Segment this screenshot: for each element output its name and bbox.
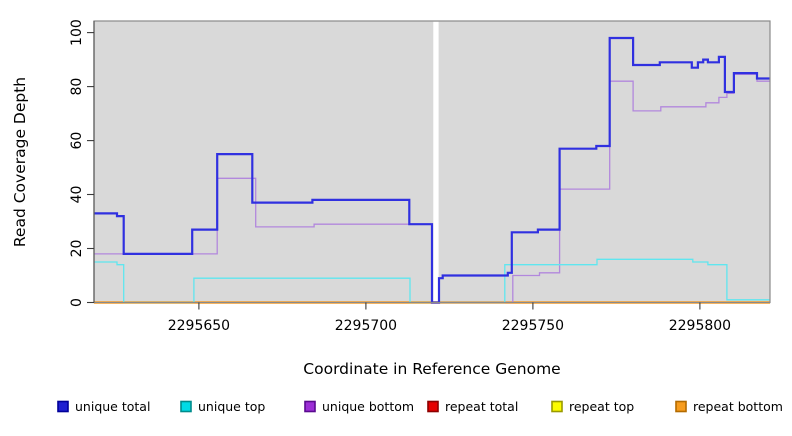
y-tick-label: 60 xyxy=(69,132,85,150)
legend-item: repeat total xyxy=(427,399,518,414)
legend-item-label: unique total xyxy=(75,399,150,414)
legend-item: repeat bottom xyxy=(675,399,783,414)
series-line-unique-total xyxy=(94,36,770,304)
legend-item-label: repeat bottom xyxy=(693,399,783,414)
y-tick-label: 40 xyxy=(69,186,85,204)
x-axis-title: Coordinate in Reference Genome xyxy=(303,360,560,378)
legend-item-label: repeat total xyxy=(445,399,518,414)
legend-swatch-repeat-total xyxy=(427,400,439,413)
legend-item-label: unique bottom xyxy=(322,399,414,414)
x-tick-label: 2295700 xyxy=(335,318,397,334)
legend-swatch-repeat-bottom xyxy=(675,400,687,413)
legend-item: unique bottom xyxy=(304,399,414,414)
legend-swatch-unique-total xyxy=(57,400,69,413)
y-tick-label: 20 xyxy=(69,240,85,258)
legend-swatch-repeat-top xyxy=(551,400,563,413)
y-tick-label: 80 xyxy=(69,78,85,96)
legend-item-label: repeat top xyxy=(569,399,634,414)
x-tick-label: 2295800 xyxy=(669,318,731,334)
legend-item: unique top xyxy=(180,399,265,414)
y-axis-title: Read Coverage Depth xyxy=(11,77,29,247)
legend-swatch-unique-bottom xyxy=(304,400,316,413)
y-tick-label: 0 xyxy=(69,298,85,307)
x-axis: 2295650 2295700 2295750 2295800 xyxy=(168,302,731,334)
legend-item: unique total xyxy=(57,399,150,414)
legend-item: repeat top xyxy=(551,399,634,414)
y-axis: 0 20 40 60 80 100 xyxy=(69,19,94,307)
series-line-unique-top xyxy=(94,258,770,304)
x-tick-label: 2295650 xyxy=(168,318,230,334)
y-tick-label: 100 xyxy=(69,19,85,46)
x-tick-label: 2295750 xyxy=(502,318,564,334)
legend: unique total unique top unique bottom repea… xyxy=(57,399,783,414)
legend-swatch-unique-top xyxy=(180,400,192,413)
masked-region xyxy=(433,21,439,302)
legend-item-label: unique top xyxy=(198,399,265,414)
